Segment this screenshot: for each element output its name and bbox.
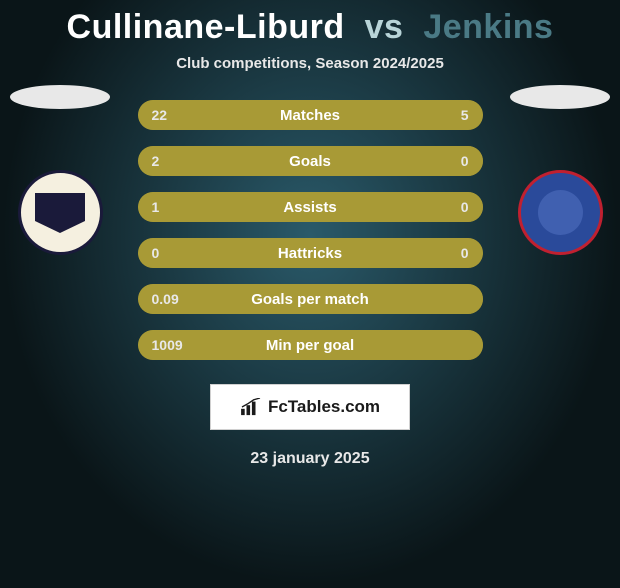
- stat-row: 0 0 Hattricks: [138, 238, 483, 268]
- stat-value-right: 0: [461, 153, 469, 169]
- stat-value-left: 1: [152, 199, 160, 215]
- stat-label: Matches: [280, 107, 340, 124]
- stat-value-right: 0: [461, 245, 469, 261]
- stat-label: Assists: [283, 199, 336, 216]
- stat-fill-right: [417, 100, 483, 130]
- stat-label: Goals per match: [251, 291, 369, 308]
- stat-value-left: 2: [152, 153, 160, 169]
- stat-label: Goals: [289, 153, 331, 170]
- subtitle: Club competitions, Season 2024/2025: [0, 55, 620, 72]
- stat-row: 22 5 Matches: [138, 100, 483, 130]
- brand-box[interactable]: FcTables.com: [210, 384, 410, 430]
- player2-name: Jenkins: [423, 8, 553, 46]
- stat-value-right: 5: [461, 107, 469, 123]
- main-content: 22 5 Matches 2 0 Goals 1 0 Assists 0 0 Hattricks 0.0…: [0, 100, 620, 468]
- stat-row: 1 0 Assists: [138, 192, 483, 222]
- stat-row: 1009 Min per goal: [138, 330, 483, 360]
- player2-photo-placeholder: [510, 85, 610, 109]
- left-club-badge: [18, 170, 103, 255]
- stat-value-left: 22: [152, 107, 168, 123]
- stats-container: 22 5 Matches 2 0 Goals 1 0 Assists 0 0 Hattricks 0.0…: [138, 100, 483, 360]
- stat-fill-left: [138, 100, 417, 130]
- left-club-column: [10, 170, 110, 270]
- stat-label: Min per goal: [266, 337, 354, 354]
- stat-value-left: 0: [152, 245, 160, 261]
- stat-value-left: 0.09: [152, 291, 179, 307]
- stat-value-right: 0: [461, 199, 469, 215]
- stat-row: 0.09 Goals per match: [138, 284, 483, 314]
- stat-value-left: 1009: [152, 337, 183, 353]
- right-club-column: [510, 170, 610, 270]
- stat-row: 2 0 Goals: [138, 146, 483, 176]
- brand-chart-icon: [240, 398, 262, 416]
- stat-label: Hattricks: [278, 245, 342, 262]
- date-label: 23 january 2025: [0, 450, 620, 468]
- right-club-badge: [518, 170, 603, 255]
- comparison-title: Cullinane-Liburd vs Jenkins: [0, 8, 620, 47]
- player1-photo-placeholder: [10, 85, 110, 109]
- brand-label: FcTables.com: [268, 397, 380, 417]
- player1-name: Cullinane-Liburd: [67, 8, 345, 46]
- vs-label: vs: [365, 8, 404, 46]
